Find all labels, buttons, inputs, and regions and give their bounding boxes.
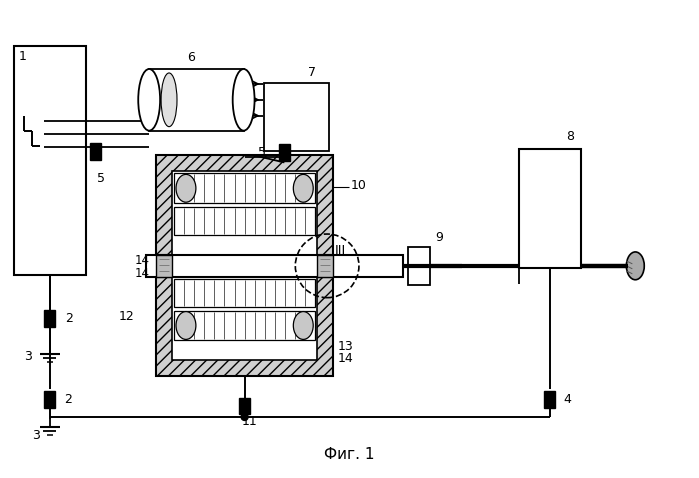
Text: 14: 14 xyxy=(338,352,354,365)
Bar xyxy=(156,277,333,376)
Ellipse shape xyxy=(161,73,177,127)
Bar xyxy=(174,311,315,340)
Text: 12: 12 xyxy=(119,310,134,323)
Text: 8: 8 xyxy=(565,130,574,143)
Bar xyxy=(156,155,333,255)
Bar xyxy=(146,255,403,277)
Bar xyxy=(149,69,244,130)
Text: 3: 3 xyxy=(32,429,40,442)
Text: Фиг. 1: Фиг. 1 xyxy=(324,447,374,462)
Text: 13: 13 xyxy=(338,340,354,353)
Text: 2: 2 xyxy=(64,392,71,405)
Bar xyxy=(174,174,315,203)
Bar xyxy=(545,391,555,408)
Text: 10: 10 xyxy=(351,179,367,192)
Bar xyxy=(172,277,317,360)
Text: 14: 14 xyxy=(134,267,150,280)
Text: 2: 2 xyxy=(65,312,73,325)
Circle shape xyxy=(241,413,248,421)
Ellipse shape xyxy=(176,174,196,202)
Text: 11: 11 xyxy=(242,415,257,428)
Bar xyxy=(174,279,315,306)
Bar xyxy=(44,310,55,327)
Text: 14: 14 xyxy=(134,254,150,267)
Ellipse shape xyxy=(626,252,644,280)
Bar xyxy=(174,207,315,235)
Text: 3: 3 xyxy=(24,350,32,363)
Text: 9: 9 xyxy=(435,230,443,243)
Ellipse shape xyxy=(294,174,313,202)
Text: 4: 4 xyxy=(564,392,572,405)
Ellipse shape xyxy=(176,312,196,339)
Bar xyxy=(264,83,329,151)
Bar xyxy=(279,144,290,161)
Bar xyxy=(172,172,317,255)
Bar xyxy=(44,391,55,408)
Text: 1: 1 xyxy=(19,50,27,63)
Ellipse shape xyxy=(138,69,160,130)
Bar xyxy=(519,149,581,268)
Text: 5: 5 xyxy=(97,172,106,185)
Bar xyxy=(317,255,333,277)
Ellipse shape xyxy=(294,312,313,339)
Ellipse shape xyxy=(233,69,254,130)
Bar xyxy=(14,46,85,275)
Bar xyxy=(239,398,250,414)
Text: 7: 7 xyxy=(308,66,316,79)
Bar xyxy=(408,247,429,285)
Bar xyxy=(90,143,101,160)
Text: 6: 6 xyxy=(187,51,195,64)
Text: 5: 5 xyxy=(259,146,266,159)
Bar xyxy=(156,255,172,277)
Text: III: III xyxy=(335,244,346,258)
